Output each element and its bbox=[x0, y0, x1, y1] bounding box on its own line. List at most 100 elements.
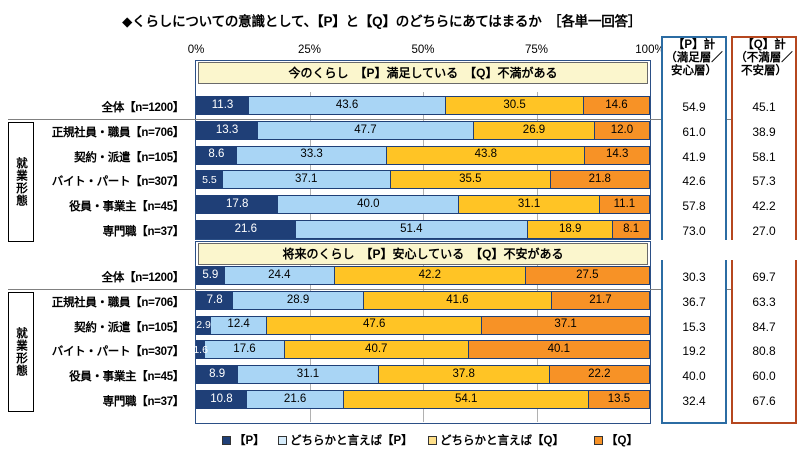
bar-value-label-1-5-2: 54.1 bbox=[455, 392, 478, 405]
bar-segment-1-3-3: 40.1 bbox=[467, 341, 649, 359]
employment-type-group-box-0: 就業形態 bbox=[8, 121, 34, 242]
bar-segment-1-5-1: 21.6 bbox=[245, 391, 344, 408]
bar-segment-0-0-2: 30.5 bbox=[445, 97, 583, 114]
bar-row-1-3: 1.6 17.6 40.7 40.1 bbox=[193, 340, 650, 360]
legend-swatch-3 bbox=[594, 435, 603, 445]
bar-value-label-0-0-0: 11.3 bbox=[211, 98, 234, 111]
section-band-0: 今のくらし 【P】満足している 【Q】不満がある bbox=[198, 62, 648, 84]
p-total-value-0-5: 73.0 bbox=[682, 224, 706, 238]
employment-type-group-label-1: 就業形態 bbox=[15, 326, 27, 377]
q-total-value-1-3: 80.8 bbox=[752, 344, 776, 359]
bar-segment-0-1-3: 12.0 bbox=[594, 121, 649, 139]
row-label-1-1: 正規社員・職員【n=706】 bbox=[51, 296, 185, 309]
row-label-1-0: 全体【n=1200】 bbox=[101, 272, 185, 284]
legend-label-1: どちらかと言えば【P】 bbox=[290, 435, 413, 447]
legend-swatch-0 bbox=[222, 435, 231, 445]
bar-segment-0-0-0: 11.3 bbox=[197, 97, 249, 114]
total-row-separator-1 bbox=[8, 289, 797, 291]
bar-segment-0-3-1: 37.1 bbox=[221, 171, 390, 189]
bar-segment-0-2-3: 14.3 bbox=[584, 146, 649, 164]
bar-value-label-0-3-0: 5.5 bbox=[202, 173, 217, 186]
row-label-0-2: 契約・派遣【n=105】 bbox=[74, 151, 184, 164]
bar-segment-1-4-2: 37.8 bbox=[377, 366, 549, 384]
bar-value-label-0-4-1: 40.0 bbox=[357, 197, 380, 210]
bar-row-0-5: 21.6 51.4 18.9 8.1 bbox=[196, 220, 650, 239]
q-total-value-1-1: 63.3 bbox=[752, 294, 776, 309]
row-label-0-4: 役員・事業主【n=45】 bbox=[69, 201, 184, 214]
bar-segment-0-5-0: 21.6 bbox=[197, 221, 295, 238]
bar-value-label-0-4-0: 17.8 bbox=[226, 197, 249, 210]
bar-segment-1-1-2: 41.6 bbox=[362, 291, 551, 309]
bar-value-label-1-0-2: 42.2 bbox=[418, 268, 441, 281]
p-total-value-1-0: 30.3 bbox=[682, 270, 706, 284]
row-label-1-5: 専門職【n=37】 bbox=[102, 396, 185, 408]
row-label-1-3: バイト・パート【n=307】 bbox=[51, 346, 185, 359]
legend-label-0: 【P】 bbox=[234, 435, 265, 447]
bar-row-0-3: 5.5 37.1 35.5 21.8 bbox=[196, 170, 650, 190]
p-total-value-1-4: 40.0 bbox=[682, 369, 706, 384]
bar-value-label-1-3-3: 40.1 bbox=[547, 343, 571, 356]
bar-row-0-4: 17.8 40.0 31.1 11.1 bbox=[196, 195, 650, 215]
bar-row-1-5: 10.8 21.6 54.1 13.5 bbox=[196, 390, 650, 409]
bar-value-label-1-1-3: 21.7 bbox=[589, 293, 612, 306]
q-total-value-1-4: 60.0 bbox=[752, 369, 776, 384]
bar-value-label-0-1-3: 12.0 bbox=[610, 123, 634, 136]
section-band-1: 将来のくらし 【P】安心している 【Q】不安がある bbox=[198, 243, 648, 265]
bar-segment-1-2-0: 2.9 bbox=[196, 316, 211, 334]
q-total-column-0 bbox=[731, 94, 797, 240]
bar-segment-1-4-0: 8.9 bbox=[197, 366, 238, 384]
bar-segment-1-0-2: 42.2 bbox=[333, 267, 525, 284]
row-label-0-3: バイト・パート【n=307】 bbox=[51, 176, 185, 189]
bar-value-label-1-1-2: 41.6 bbox=[446, 293, 469, 306]
employment-type-group-box-1: 就業形態 bbox=[8, 291, 34, 412]
legend-swatch-1 bbox=[278, 435, 287, 445]
q-total-value-1-5: 67.6 bbox=[752, 394, 776, 408]
bar-value-label-0-3-2: 35.5 bbox=[459, 173, 482, 186]
q-total-value-1-0: 69.7 bbox=[752, 270, 776, 284]
bar-value-label-0-1-2: 26.9 bbox=[522, 123, 546, 136]
x-axis-tick-0: 0% bbox=[187, 44, 205, 56]
bar-segment-0-4-3: 11.1 bbox=[598, 196, 649, 214]
bar-segment-1-2-2: 47.6 bbox=[266, 316, 482, 334]
p-total-value-0-2: 41.9 bbox=[682, 149, 706, 164]
gridline-0-1 bbox=[309, 92, 311, 238]
q-total-value-0-1: 38.9 bbox=[752, 124, 776, 139]
bar-value-label-1-5-1: 21.6 bbox=[283, 392, 307, 405]
bar-segment-1-3-0: 1.6 bbox=[193, 341, 208, 359]
bar-row-0-0: 11.3 43.6 30.5 14.6 bbox=[196, 96, 650, 115]
bar-value-label-1-1-0: 7.8 bbox=[206, 293, 223, 306]
q-total-column-header: 【Q】計 （不満層／ 不安層） bbox=[731, 36, 797, 94]
q-total-value-1-2: 84.7 bbox=[752, 319, 776, 334]
bar-value-label-0-5-0: 21.6 bbox=[234, 222, 257, 235]
p-total-header-line1: 【P】計 bbox=[672, 39, 716, 51]
bar-row-1-4: 8.9 31.1 37.8 22.2 bbox=[196, 365, 650, 385]
gridline-0-2 bbox=[423, 92, 424, 238]
q-total-value-0-2: 58.1 bbox=[752, 149, 776, 164]
q-total-value-0-0: 45.1 bbox=[752, 100, 776, 114]
q-total-value-0-3: 57.3 bbox=[752, 174, 776, 189]
bar-value-label-1-4-3: 22.2 bbox=[588, 367, 611, 380]
bar-segment-0-4-2: 31.1 bbox=[458, 196, 599, 214]
p-total-column-1 bbox=[661, 260, 727, 424]
x-axis-tick-2: 50% bbox=[411, 44, 435, 56]
x-axis-tick-3: 75% bbox=[524, 44, 549, 56]
legend-label-2: どちらかと言えば【Q】 bbox=[440, 435, 564, 447]
bar-segment-1-1-1: 28.9 bbox=[232, 291, 363, 309]
bar-row-1-2: 2.9 12.4 47.6 37.1 bbox=[196, 315, 650, 335]
bar-segment-1-3-1: 17.6 bbox=[204, 341, 284, 359]
gridline-0-3 bbox=[536, 92, 538, 238]
bar-value-label-0-0-2: 30.5 bbox=[503, 98, 526, 111]
p-total-value-1-3: 19.2 bbox=[682, 344, 706, 359]
bar-value-label-1-5-3: 13.5 bbox=[607, 392, 631, 405]
bar-value-label-0-1-1: 47.7 bbox=[354, 123, 377, 136]
x-axis: 0% 25% 50% 75% 100% bbox=[0, 44, 800, 58]
bar-value-label-1-2-0: 2.9 bbox=[196, 318, 211, 331]
p-total-value-0-1: 61.0 bbox=[682, 124, 706, 139]
bar-value-label-0-1-0: 13.3 bbox=[215, 123, 239, 136]
bar-value-label-0-4-3: 11.1 bbox=[613, 197, 636, 210]
bar-segment-0-4-0: 17.8 bbox=[197, 196, 278, 214]
bar-row-1-0: 5.9 24.4 42.2 27.5 bbox=[196, 266, 650, 285]
bar-segment-1-3-2: 40.7 bbox=[283, 341, 468, 359]
q-total-header-line2: （不満層／ bbox=[735, 51, 793, 64]
